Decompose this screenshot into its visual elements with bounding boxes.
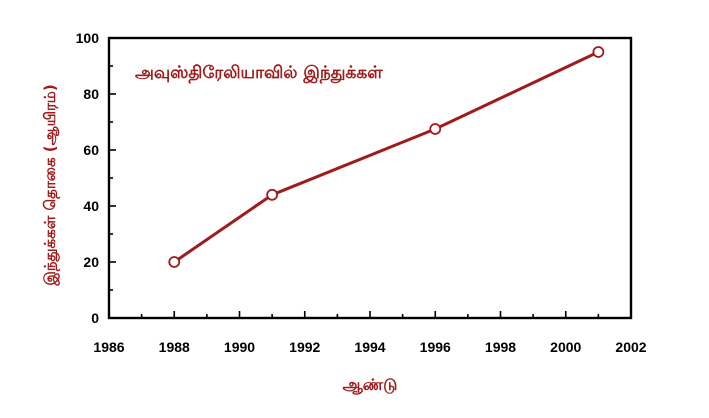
x-tick-label: 1990 (224, 339, 255, 355)
y-tick-label: 80 (83, 86, 99, 102)
data-point (168, 256, 181, 268)
series-layer (168, 46, 605, 268)
y-tick-label: 0 (91, 310, 99, 326)
series-line (172, 50, 600, 264)
y-tick-label: 60 (83, 142, 99, 158)
x-tick-label: 1988 (159, 339, 190, 355)
x-tick-label: 2000 (550, 339, 581, 355)
x-tick-label: 1994 (354, 339, 385, 355)
data-point (592, 46, 605, 58)
y-axis: 0 20 40 60 80 100 (76, 30, 116, 326)
y-tick-label: 100 (76, 30, 100, 46)
y-axis-title: இந்துக்கள் தொகை (ஆயிரம்) (41, 84, 60, 286)
data-point (266, 188, 279, 201)
x-axis-title: ஆண்டு (343, 375, 398, 395)
x-tick-label: 1998 (485, 339, 516, 355)
y-tick-label: 20 (83, 254, 99, 270)
y-tick-label: 40 (83, 198, 99, 214)
x-tick-label: 1986 (93, 339, 124, 355)
x-tick-label: 1992 (289, 339, 320, 355)
x-tick-label: 1996 (420, 339, 451, 355)
x-tick-label: 2002 (615, 339, 646, 355)
chart-title: அவுஸ்திரேலியாவில் இந்துக்கள் (135, 63, 383, 83)
data-point (429, 123, 442, 135)
x-axis: 1986 1988 1990 1992 1994 1996 1998 2000 2002 (93, 311, 647, 355)
